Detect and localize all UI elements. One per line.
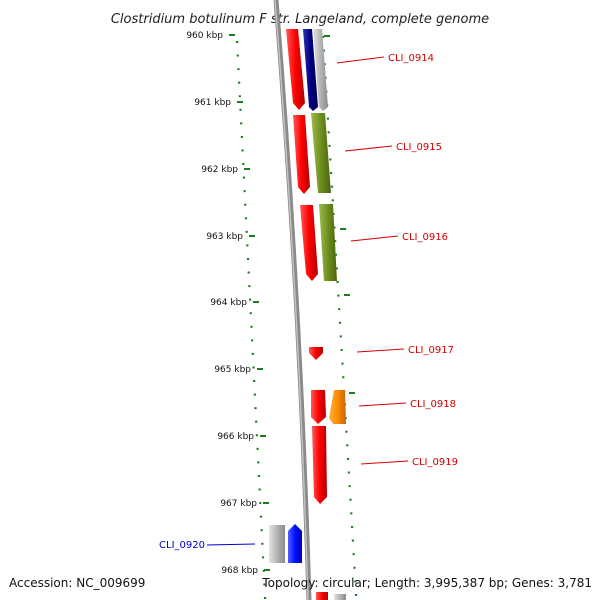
gene-leader-line [350, 235, 399, 242]
kbp-label: 963 kbp [206, 232, 243, 242]
gene-label-cli-0915[interactable]: CLI_0915 [396, 142, 442, 153]
gene-arrow-red-5[interactable] [311, 390, 326, 424]
kbp-label: 960 kbp [186, 31, 223, 41]
gene-leader-line [356, 348, 405, 353]
gene-leader-line [344, 145, 393, 152]
kbp-label: 966 kbp [217, 432, 254, 442]
gene-arrow-orange-1[interactable] [329, 390, 346, 424]
kbp-label: 962 kbp [201, 165, 238, 175]
gene-label-cli-0916[interactable]: CLI_0916 [402, 232, 448, 243]
genome-backbone-highlight [274, 0, 309, 600]
gene-arrow-gray-1[interactable] [313, 29, 328, 111]
gene-label-cli-0919[interactable]: CLI_0919 [412, 457, 458, 468]
gene-arrow-red-1[interactable] [286, 29, 305, 110]
gene-label-cli-0918[interactable]: CLI_0918 [410, 399, 456, 410]
gene-arrow-gray-2[interactable] [269, 525, 285, 563]
kbp-label: 964 kbp [210, 298, 247, 308]
gene-labels: CLI_0914 CLI_0915 CLI_0916 CLI_0917 CLI_0918… [159, 53, 458, 551]
kbp-label: 965 kbp [214, 365, 251, 375]
accession-text: Accession: NC_009699 [9, 576, 145, 590]
genome-title: Clostridium botulinum F str. Langeland, … [111, 12, 489, 27]
kbp-scale: 960 kbp 961 kbp 962 kbp 963 kbp 964 kbp 965 k… [186, 31, 270, 576]
gene-arrow-gray-3[interactable] [334, 594, 346, 600]
gene-leader-line [206, 543, 256, 546]
gene-arrow-navy-1[interactable] [303, 29, 318, 111]
gene-arrow-red-6[interactable] [312, 426, 327, 504]
gene-leader-line [358, 402, 407, 407]
gene-arrow-olive-2[interactable] [319, 204, 337, 281]
gene-arrow-blue-1[interactable] [288, 524, 302, 563]
gene-leader-line [360, 460, 409, 465]
gene-arrow-olive-1[interactable] [311, 113, 331, 193]
gene-leader-line [336, 56, 385, 64]
genome-summary-text: Topology: circular; Length: 3,995,387 bp… [261, 576, 592, 590]
kbp-label: 968 kbp [221, 566, 258, 576]
gene-features [269, 29, 346, 600]
gene-arrow-red-4[interactable] [309, 347, 323, 360]
gene-label-cli-0920[interactable]: CLI_0920 [159, 540, 205, 551]
gene-arrow-red-3[interactable] [300, 205, 318, 281]
gene-label-cli-0917[interactable]: CLI_0917 [408, 345, 454, 356]
kbp-label: 961 kbp [194, 98, 231, 108]
gene-arrow-red-2[interactable] [293, 115, 310, 194]
gene-arrow-red-7[interactable] [316, 592, 328, 600]
gene-label-cli-0914[interactable]: CLI_0914 [388, 53, 434, 64]
kbp-label: 967 kbp [220, 499, 257, 509]
genome-backbone [273, 0, 312, 600]
feature-track-boundaries [236, 35, 358, 599]
